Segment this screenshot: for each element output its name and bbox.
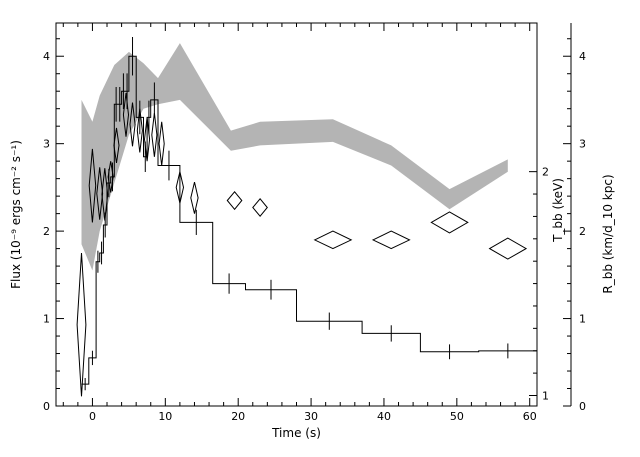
temperature-diamond (313, 230, 353, 250)
flux-tick-label: 3 (43, 138, 50, 151)
flux-axis-label: Flux (10⁻⁹ ergs cm⁻² s⁻¹) (9, 140, 23, 289)
temperature-diamond (96, 167, 104, 220)
radius-tick-label: 1 (579, 313, 586, 326)
x-tick-label: 40 (377, 410, 391, 423)
temperature-diamond (151, 113, 158, 157)
temp-tick-label: 1 (542, 390, 549, 403)
x-tick-label: 10 (158, 410, 172, 423)
radius-axis-label: R_bb (km/d_10 kpc) (601, 174, 615, 293)
x-tick-label: 60 (523, 410, 537, 423)
temperature-diamond (136, 108, 143, 153)
temperature-diamond (113, 127, 120, 163)
radius-tick-label: 2 (579, 225, 586, 238)
temperature-diamond (371, 230, 411, 250)
temperature-diamond (252, 198, 268, 217)
x-axis-label: Time (s) (271, 426, 321, 440)
temperature-diamond (190, 181, 199, 214)
temperature-diamond (226, 191, 243, 211)
temperature-diamond (143, 117, 151, 162)
flux-tick-label: 2 (43, 225, 50, 238)
flux-tick-label: 1 (43, 313, 50, 326)
radius-band-layer (81, 43, 508, 271)
temperature-diamond (158, 121, 165, 166)
temperature-diamond (129, 102, 136, 147)
x-tick-label: 20 (231, 410, 245, 423)
temperature-diamond (107, 161, 114, 193)
radius-tick-label: 0 (579, 400, 586, 413)
radius-tick-label: 3 (579, 138, 586, 151)
temperature-axis-label: T_bb (keV) (551, 178, 565, 243)
flux-tick-label: 4 (43, 50, 50, 63)
flux-histogram-layer (81, 36, 537, 391)
temperature-diamond-layer (76, 92, 528, 397)
temperature-diamond (101, 168, 109, 221)
x-tick-label: 0 (89, 410, 96, 423)
flux-tick-label: 0 (43, 400, 50, 413)
temperature-diamond (88, 148, 97, 223)
temp-tick-label: 2 (542, 166, 549, 179)
temperature-diamond (76, 252, 87, 397)
radius-band (81, 43, 508, 271)
radius-tick-label: 4 (579, 50, 586, 63)
temperature-diamond (488, 237, 528, 260)
temperature-diamond (430, 211, 469, 234)
temperature-diamond (122, 92, 130, 137)
x-tick-label: 30 (304, 410, 318, 423)
x-tick-label: 50 (450, 410, 464, 423)
temperature-diamond (175, 171, 185, 204)
